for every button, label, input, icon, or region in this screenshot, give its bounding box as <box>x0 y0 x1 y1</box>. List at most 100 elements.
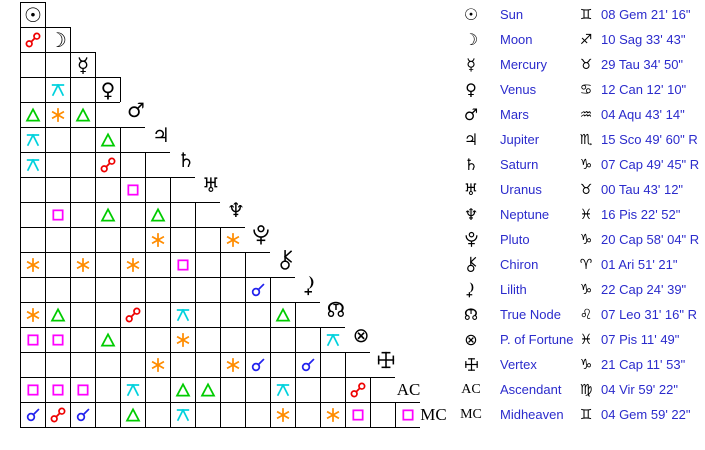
planet-glyph-cell <box>455 277 487 302</box>
aspect-quincunx-fortune-truenode <box>320 327 346 353</box>
diagonal-mars: ♂ <box>120 100 146 128</box>
cap-sign-icon: ♑ <box>579 156 593 173</box>
aspect-cell-empty <box>270 327 296 353</box>
aspect-conjunction-vertex-lilith <box>295 352 321 378</box>
gem-sign-icon: ♊ <box>579 406 593 423</box>
planet-position-table: ☉ Sun ♊ 08 Gem 21' 16" ☽ Moon ♐ 10 Sag 33' 43" ☿… <box>455 2 705 448</box>
planet-glyph-cell: ♆ <box>455 202 487 227</box>
opposition-icon <box>125 307 141 323</box>
opposition-icon <box>100 157 116 173</box>
planet-row-moon: ☽ Moon ♐ 10 Sag 33' 43" <box>455 27 705 52</box>
aspect-cell-empty <box>20 277 46 303</box>
planet-name: True Node <box>500 307 561 322</box>
aspect-quincunx-jupiter-sun <box>20 127 46 153</box>
sextile-icon <box>75 257 91 273</box>
saturn-icon: ♄ <box>463 154 479 174</box>
planet-name: Pluto <box>500 232 530 247</box>
conjunction-icon <box>75 407 91 423</box>
diagonal-pluto <box>245 225 271 253</box>
planet-row-fortune: ⊗ P. of Fortune ♓ 07 Pis 11' 49" <box>455 327 705 352</box>
planet-row-vertex: Vertex ♑ 21 Cap 11' 53" <box>455 352 705 377</box>
aspect-cell-empty <box>70 177 96 203</box>
planet-row-midheaven: MC Midheaven ♊ 04 Gem 59' 22" <box>455 402 705 427</box>
planet-row-saturn: ♄ Saturn ♑ 07 Cap 49' 45" R <box>455 152 705 177</box>
aspect-square-midheaven-ascendant <box>395 402 421 428</box>
conjunction-icon <box>250 282 266 298</box>
planet-position: 07 Pis 11' 49" <box>601 332 680 347</box>
planet-position: 07 Leo 31' 16" R <box>601 307 698 322</box>
trine-icon <box>100 207 116 223</box>
planet-row-uranus: ♅ Uranus ♉ 00 Tau 43' 12" <box>455 177 705 202</box>
chiron-icon <box>275 249 297 271</box>
aspect-quincunx-midheaven-saturn <box>170 402 196 428</box>
aspect-cell-empty <box>95 377 121 403</box>
planet-position: 15 Sco 49' 60" R <box>601 132 698 147</box>
aspect-cell-empty <box>120 152 146 178</box>
planet-position: 21 Cap 11' 53" <box>601 357 686 372</box>
sextile-icon <box>150 232 166 248</box>
aspect-quincunx-ascendant-mars <box>120 377 146 403</box>
aspect-cell-empty <box>245 302 271 328</box>
aspect-sextile-mars-moon <box>45 102 71 128</box>
planet-name: P. of Fortune <box>500 332 574 347</box>
sextile-icon <box>150 357 166 373</box>
planet-name: Neptune <box>500 207 550 222</box>
conjunction-icon <box>300 357 316 373</box>
aspect-cell-empty <box>45 127 71 153</box>
aspect-cell-empty <box>145 252 171 278</box>
planet-position: 22 Cap 24' 39" <box>601 282 687 297</box>
aspect-trine-truenode-chiron <box>270 302 296 328</box>
aspect-cell-empty <box>170 202 196 228</box>
opposition-icon <box>350 382 366 398</box>
aspect-cell-empty <box>220 277 246 303</box>
planet-row-pluto: Pluto ♑ 20 Cap 58' 04" R <box>455 227 705 252</box>
square-icon <box>50 382 66 398</box>
aspect-trine-neptune-jupiter <box>145 202 171 228</box>
tau-sign-icon: ♉ <box>579 56 593 73</box>
aspect-sextile-vertex-jupiter <box>145 352 171 378</box>
square-icon <box>50 332 66 348</box>
sextile-icon <box>25 307 41 323</box>
trine-icon <box>200 382 216 398</box>
aspect-cell-empty <box>170 352 196 378</box>
aspect-cell-empty <box>20 177 46 203</box>
aspect-square-ascendant-moon <box>45 377 71 403</box>
square-icon <box>175 257 191 273</box>
planet-glyph-cell: AC <box>455 377 487 402</box>
planet-name: Mercury <box>500 57 547 72</box>
planet-row-jupiter: ♃ Jupiter ♏ 15 Sco 49' 60" R <box>455 127 705 152</box>
planet-position: 07 Cap 49' 45" R <box>601 157 700 172</box>
aspect-cell-empty <box>245 377 271 403</box>
aspect-trine-neptune-venus <box>95 202 121 228</box>
aspect-trine-ascendant-uranus <box>195 377 221 403</box>
aspect-cell-empty <box>195 302 221 328</box>
sextile-icon <box>50 107 66 123</box>
aspect-cell-empty <box>20 52 46 78</box>
aspect-cell-empty <box>370 377 396 403</box>
aspect-cell-empty <box>70 77 96 103</box>
leo-sign-icon: ♌ <box>579 306 593 323</box>
aspect-cell-empty <box>270 277 296 303</box>
quincunx-icon <box>275 382 291 398</box>
aspect-cell-empty <box>320 352 346 378</box>
square-icon <box>25 332 41 348</box>
planet-row-lilith: Lilith ♑ 22 Cap 24' 39" <box>455 277 705 302</box>
diagonal-sun: ☉ <box>20 2 46 28</box>
aspect-cell-empty <box>245 402 271 428</box>
diagonal-ascendant: AC <box>395 377 421 403</box>
jupiter-icon: ♃ <box>463 129 479 149</box>
aspect-cell-empty <box>20 227 46 253</box>
can-sign-icon: ♋ <box>579 81 593 98</box>
trine-icon <box>100 132 116 148</box>
planet-row-truenode: ☊ T True Node ♌ 07 Leo 31' 16" R <box>455 302 705 327</box>
aspect-cell-empty <box>295 377 321 403</box>
aspect-cell-empty <box>320 377 346 403</box>
aspect-opposition-moon-sun <box>20 27 46 53</box>
neptune-icon: ♆ <box>463 204 479 224</box>
diagonal-mercury: ☿ <box>70 52 96 78</box>
planet-name: Vertex <box>500 357 537 372</box>
ascendant-icon: AC <box>396 380 421 399</box>
aspect-cell-empty <box>70 202 96 228</box>
aspect-grid: ☉ ☽ ☿ ♀ ♂ ♃ ♄ ♅ ♆ ☊ T ⊗ AC MC <box>20 2 447 428</box>
